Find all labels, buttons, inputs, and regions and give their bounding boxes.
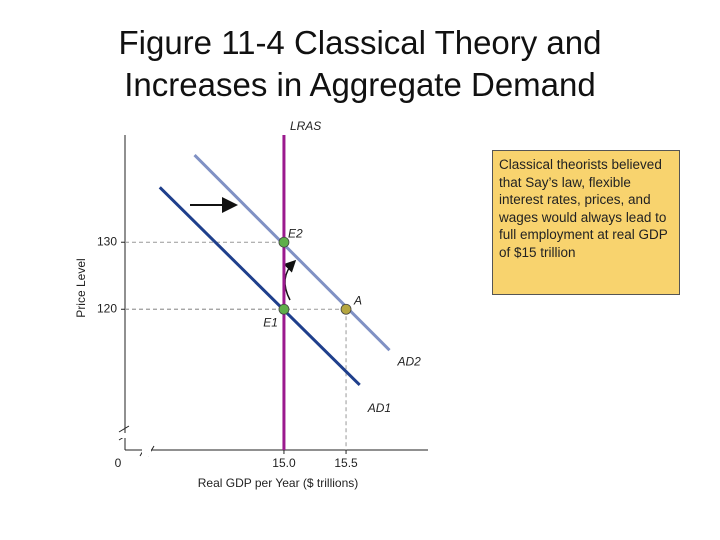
point-label: A — [353, 293, 362, 307]
series-label: LRAS — [290, 119, 321, 133]
x-axis-label: Real GDP per Year ($ trillions) — [198, 476, 359, 490]
origin-label: 0 — [115, 456, 122, 470]
y-tick-label: 130 — [97, 234, 117, 248]
series-label: AD1 — [367, 401, 391, 415]
point-label: E2 — [288, 226, 303, 240]
series-line — [193, 154, 391, 352]
y-tick-label: 120 — [97, 301, 117, 315]
title: Figure 11-4 Classical Theory and Increas… — [118, 24, 602, 103]
series-label: AD2 — [397, 354, 422, 368]
callout: Classical theorists believed that Say’s … — [492, 150, 680, 295]
move-arrow — [283, 259, 297, 301]
point — [278, 303, 290, 315]
x-tick-label: 15.0 — [272, 456, 296, 470]
axis-gap — [119, 433, 131, 438]
point-label: E1 — [263, 315, 278, 329]
x-tick-label: 15.5 — [334, 456, 358, 470]
point — [340, 303, 352, 315]
series-line — [158, 186, 361, 387]
point — [278, 236, 290, 248]
axis-gap — [142, 444, 151, 456]
y-axis-label: Price Level — [74, 258, 88, 317]
